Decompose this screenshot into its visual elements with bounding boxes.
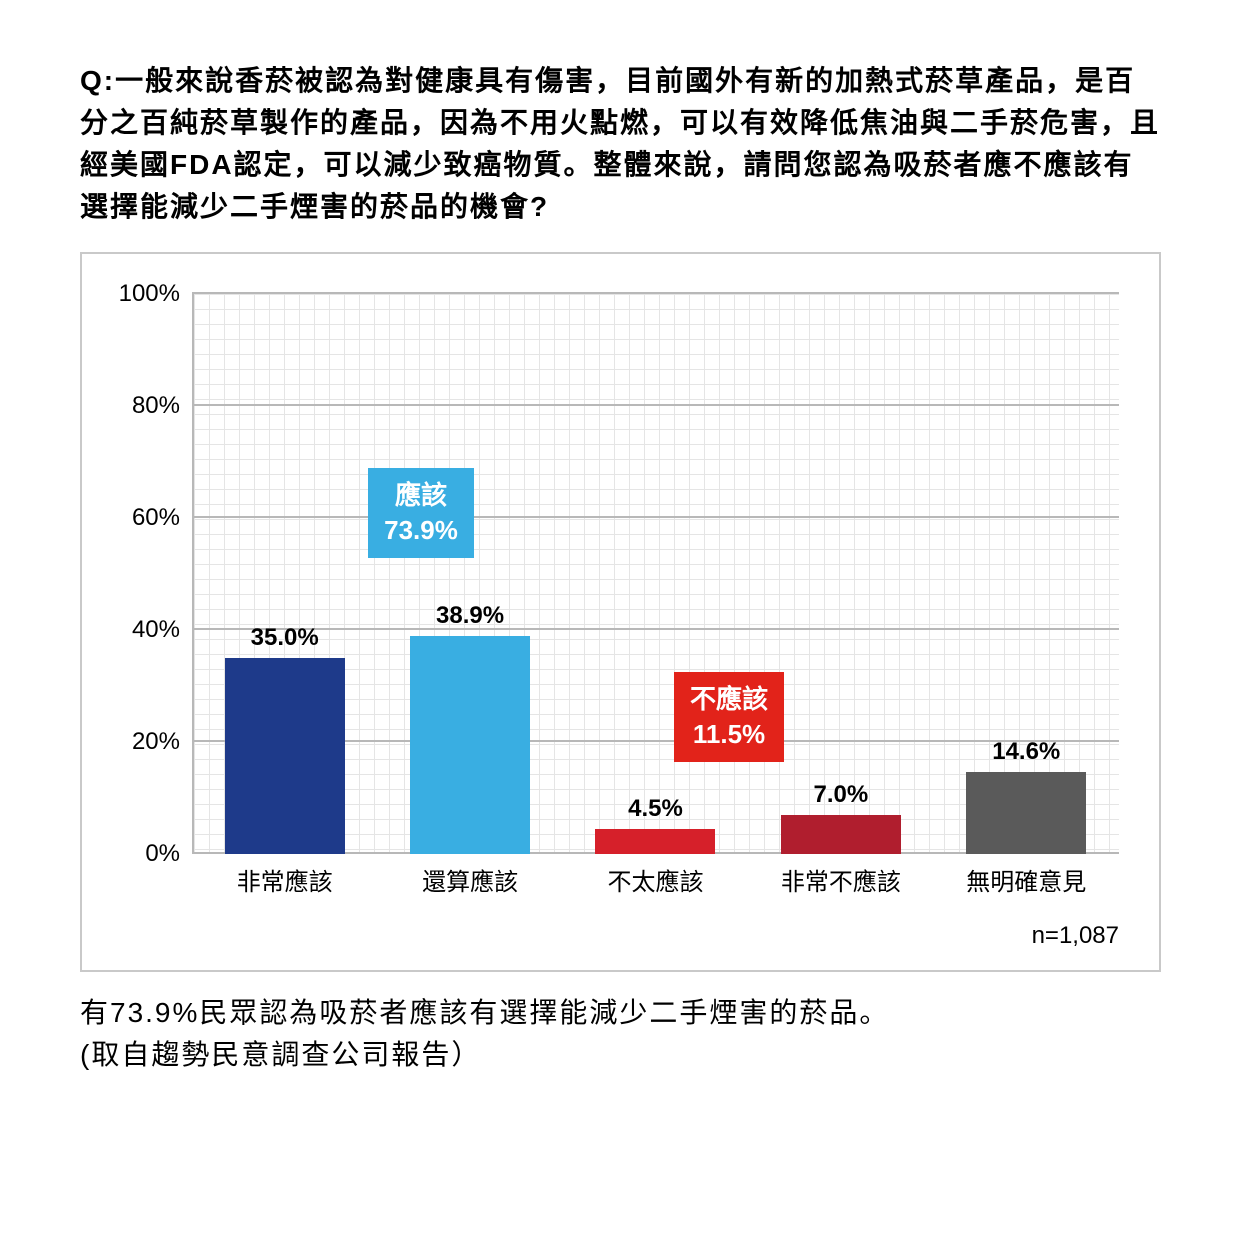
chart-container: 0% 20% 40% 60% 80% 100% 35.0% 38.9% 4.5% 7.0% 14.… [80, 252, 1161, 972]
bar [966, 772, 1086, 854]
y-tick-label: 20% [132, 728, 180, 756]
bar-value-label: 35.0% [251, 624, 319, 652]
x-labels: 非常應該還算應該不太應該非常不應該無明確意見 [192, 854, 1119, 914]
bars-row: 35.0% 38.9% 4.5% 7.0% 14.6% [192, 294, 1119, 854]
y-tick-label: 80% [132, 392, 180, 420]
sample-size: n=1,087 [112, 922, 1129, 950]
y-tick-label: 0% [145, 840, 180, 868]
caption: 有73.9%民眾認為吸菸者應該有選擇能減少二手煙害的菸品。 (取自趨勢民意調查公… [80, 992, 1161, 1076]
summary-box: 不應該11.5% [674, 672, 784, 762]
summary-box-label: 應該 [384, 478, 458, 513]
bar-value-label: 38.9% [436, 602, 504, 630]
bar-value-label: 4.5% [628, 795, 683, 823]
summary-box-value: 11.5% [690, 717, 768, 752]
bar-value-label: 14.6% [992, 738, 1060, 766]
bar-group: 7.0% [757, 781, 924, 854]
summary-box-value: 73.9% [384, 513, 458, 548]
bar-group: 38.9% [387, 602, 554, 854]
bar-group: 4.5% [572, 795, 739, 854]
x-category-label: 非常不應該 [757, 862, 924, 897]
bar [410, 636, 530, 854]
bar [781, 815, 901, 854]
x-category-label: 還算應該 [387, 862, 554, 897]
caption-line-1: 有73.9%民眾認為吸菸者應該有選擇能減少二手煙害的菸品。 [80, 992, 1161, 1034]
plot-area: 0%20%40%60%80%100% 35.0%38.9%4.5%7.0%14.… [192, 294, 1119, 914]
bar [225, 658, 345, 854]
x-category-label: 不太應該 [572, 862, 739, 897]
bar-value-label: 7.0% [814, 781, 869, 809]
summary-box-label: 不應該 [690, 682, 768, 717]
x-category-label: 非常應該 [201, 862, 368, 897]
y-tick-label: 100% [119, 280, 180, 308]
y-tick-label: 40% [132, 616, 180, 644]
caption-line-2: (取自趨勢民意調查公司報告） [80, 1034, 1161, 1076]
y-tick-label: 60% [132, 504, 180, 532]
bar-group: 35.0% [201, 624, 368, 854]
summary-box: 應該73.9% [368, 468, 474, 558]
bar-group: 14.6% [943, 738, 1110, 854]
x-category-label: 無明確意見 [943, 862, 1110, 897]
bar [595, 829, 715, 854]
question-text: Q:一般來說香菸被認為對健康具有傷害，目前國外有新的加熱式菸草產品，是百分之百純… [80, 60, 1161, 228]
